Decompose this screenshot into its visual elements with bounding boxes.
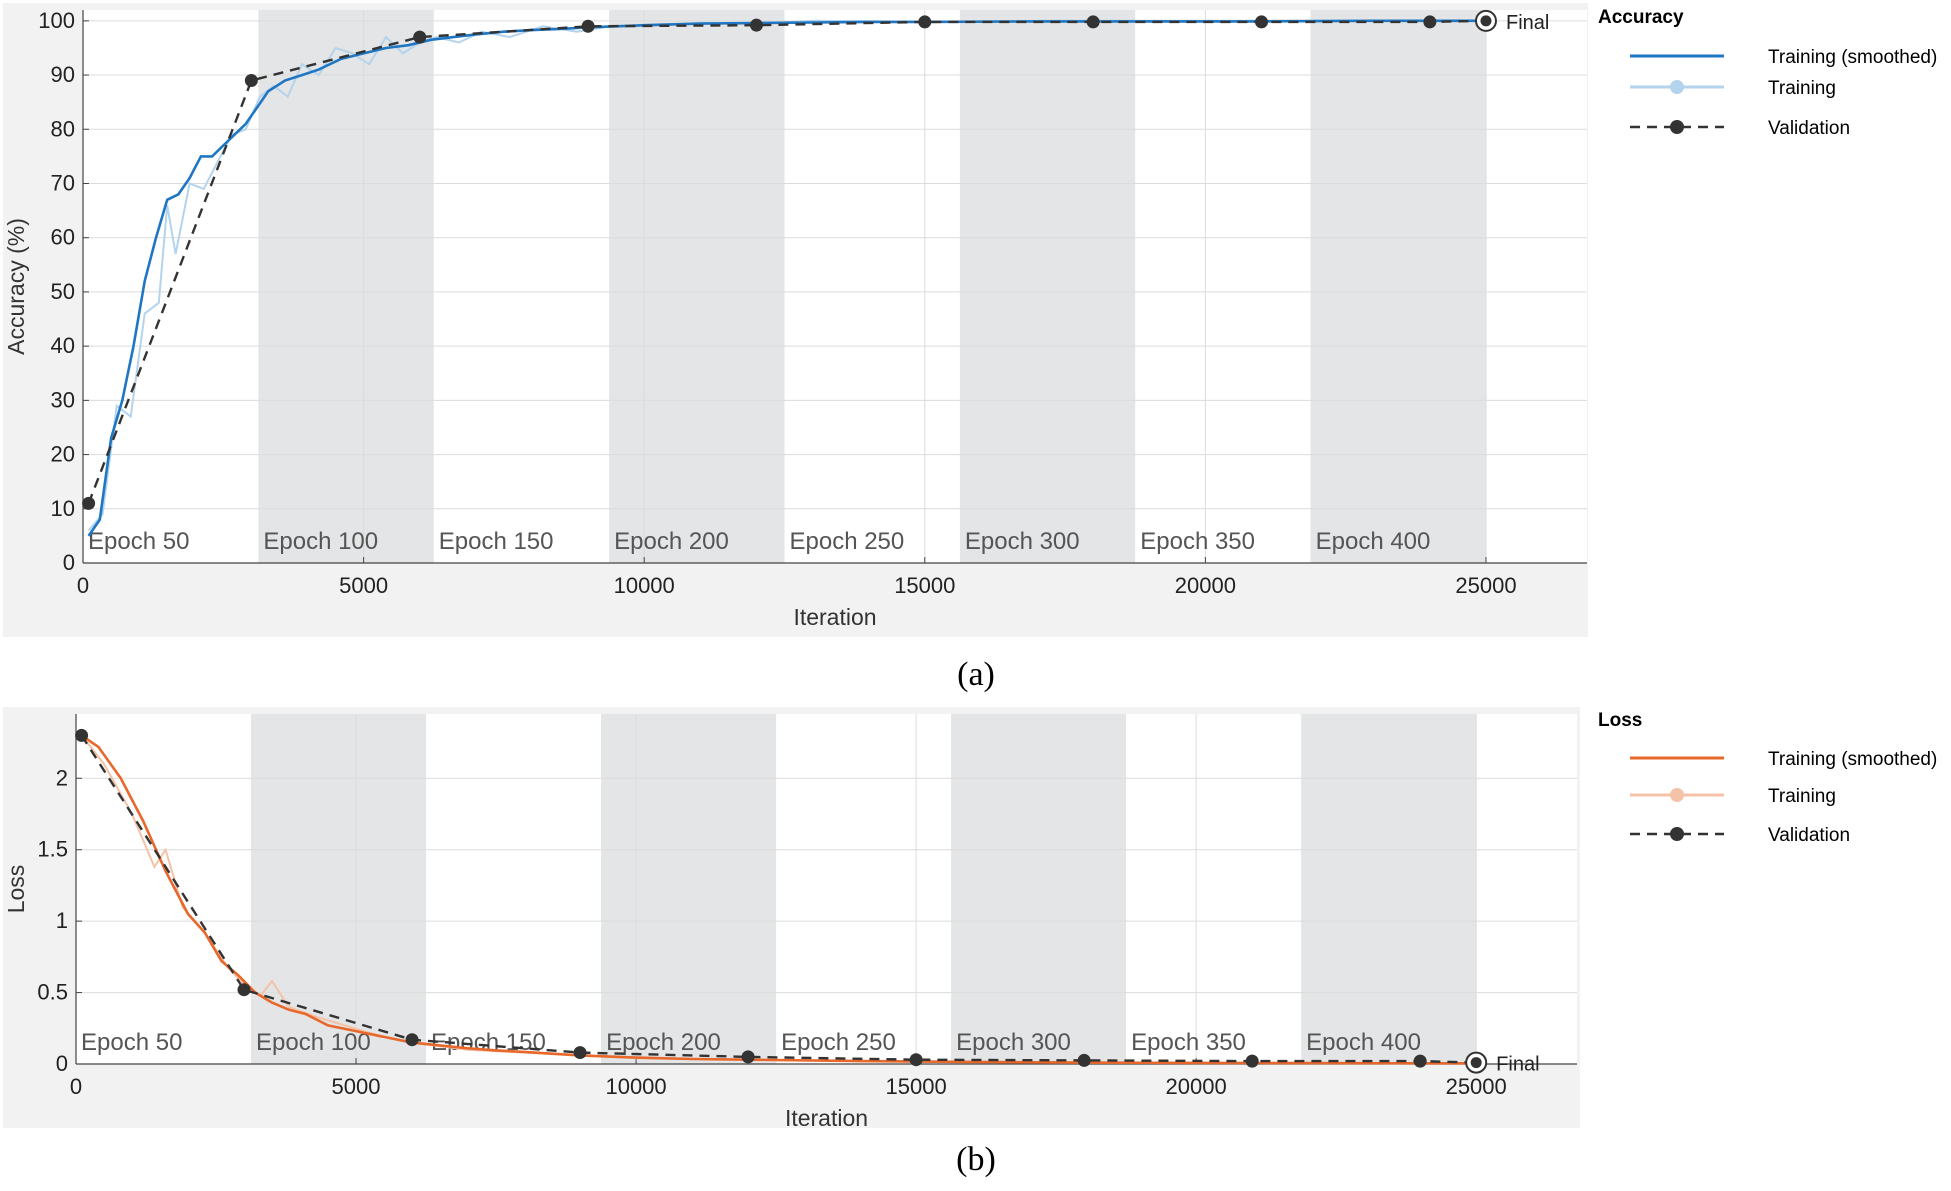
validation-point	[413, 30, 427, 44]
epoch-label: Epoch 200	[614, 528, 729, 555]
y-tick-label: 50	[51, 279, 75, 304]
y-tick-label: 1.5	[37, 837, 68, 862]
epoch-band	[601, 714, 777, 1064]
legend-marker-validation	[1670, 120, 1684, 134]
y-tick-label: 20	[51, 442, 75, 467]
panel-caption: (b)	[956, 1141, 996, 1178]
x-tick-label: 15000	[886, 1074, 947, 1099]
validation-point	[75, 728, 89, 742]
accuracy-chart-panel: 0 10 20 30 40 50 60 70 80 90 100 0 5000 10000 15000 200…	[3, 3, 1937, 693]
epoch-label: Epoch 400	[1306, 1029, 1421, 1056]
legend-marker-training	[1670, 788, 1684, 802]
epoch-label: Epoch 250	[781, 1029, 896, 1056]
legend-label: Validation	[1768, 118, 1850, 139]
series-line-validation	[87, 19, 1487, 504]
x-tick-label: 5000	[332, 1074, 381, 1099]
y-tick-label: 70	[51, 170, 75, 195]
epoch-label: Epoch 300	[965, 528, 1080, 555]
epoch-band	[609, 10, 785, 563]
epoch-label: Epoch 50	[88, 528, 189, 555]
accuracy-chart: 0 10 20 30 40 50 60 70 80 90 100 0 5000 10000 15000 200…	[3, 3, 1937, 693]
epoch-band	[251, 714, 427, 1064]
y-tick-label: 100	[38, 8, 75, 33]
legend-label: Training (smoothed)	[1768, 47, 1937, 68]
y-tick-label: 10	[51, 496, 75, 521]
x-tick-label: 20000	[1166, 1074, 1227, 1099]
x-tick-label: 15000	[894, 573, 955, 598]
y-tick-label: 0	[63, 550, 75, 575]
epoch-label: Epoch 350	[1131, 1029, 1246, 1056]
x-tick-label: 10000	[614, 573, 675, 598]
series-line-training-smoothed	[87, 19, 1486, 537]
validation-point	[1255, 15, 1269, 29]
y-tick-label: 40	[51, 333, 75, 358]
loss-chart: 0 0.5 1 1.5 2 0 5000 10000 15000 20000 25000 Iterat…	[3, 707, 1937, 1178]
epoch-label: Epoch 400	[1316, 528, 1431, 555]
legend-label: Training	[1768, 786, 1836, 807]
legend-label: Validation	[1768, 825, 1850, 846]
x-tick-label: 25000	[1455, 573, 1516, 598]
epoch-label: Epoch 150	[439, 528, 554, 555]
y-tick-label: 60	[51, 225, 75, 250]
validation-point	[1077, 1053, 1091, 1067]
legend-label: Training	[1768, 78, 1836, 99]
y-axis-label: Loss	[3, 865, 29, 914]
epoch-band	[1310, 10, 1486, 563]
x-tick-label: 25000	[1446, 1074, 1507, 1099]
epoch-label: Epoch 100	[263, 528, 378, 555]
validation-point	[1423, 15, 1437, 29]
validation-point	[405, 1033, 419, 1047]
final-marker-dot	[1480, 15, 1492, 27]
y-tick-label: 30	[51, 387, 75, 412]
epoch-label: Epoch 250	[789, 528, 904, 555]
final-label: Final	[1496, 1054, 1539, 1076]
epoch-band	[959, 10, 1136, 563]
x-axis-label: Iteration	[785, 1105, 868, 1131]
epoch-band	[258, 10, 434, 563]
validation-point	[244, 73, 258, 87]
epoch-label: Epoch 300	[956, 1029, 1071, 1056]
y-tick-label: 90	[51, 62, 75, 87]
epoch-band	[1301, 714, 1477, 1064]
validation-point	[1245, 1054, 1259, 1068]
validation-point	[749, 18, 763, 32]
y-axis-label: Accuracy (%)	[3, 218, 29, 355]
validation-point	[1413, 1054, 1427, 1068]
validation-point	[573, 1046, 587, 1060]
legend-marker-training	[1670, 80, 1684, 94]
final-label: Final	[1506, 12, 1549, 34]
x-tick-label: 20000	[1175, 573, 1236, 598]
panel-caption: (a)	[957, 656, 995, 693]
x-axis-label: Iteration	[793, 604, 876, 630]
y-tick-label: 2	[56, 765, 68, 790]
validation-point	[82, 496, 96, 510]
validation-point	[581, 19, 595, 33]
validation-point	[1086, 15, 1100, 29]
loss-chart-panel: 0 0.5 1 1.5 2 0 5000 10000 15000 20000 25000 Iterat…	[0, 700, 1951, 1186]
series-line-training-smoothed	[80, 734, 1477, 1065]
epoch-label: Epoch 200	[606, 1029, 721, 1056]
x-tick-label: 0	[77, 573, 89, 598]
epoch-band	[951, 714, 1127, 1064]
legend-label: Training (smoothed)	[1768, 749, 1937, 770]
y-tick-label: 1	[56, 908, 68, 933]
y-tick-label: 0.5	[37, 980, 68, 1005]
legend-title: Accuracy	[1598, 7, 1684, 28]
x-tick-label: 0	[70, 1074, 82, 1099]
legend-marker-validation	[1670, 827, 1684, 841]
legend-title: Loss	[1598, 710, 1642, 731]
series-line-validation	[80, 734, 1477, 1064]
final-marker-dot	[1470, 1057, 1482, 1069]
validation-point	[918, 15, 932, 29]
x-tick-label: 10000	[605, 1074, 666, 1099]
validation-point	[909, 1053, 923, 1067]
epoch-label: Epoch 50	[81, 1029, 182, 1056]
validation-point	[237, 983, 251, 997]
y-tick-label: 80	[51, 116, 75, 141]
validation-point	[741, 1050, 755, 1064]
x-tick-label: 5000	[339, 573, 388, 598]
y-tick-label: 0	[56, 1051, 68, 1076]
epoch-label: Epoch 100	[256, 1029, 371, 1056]
epoch-label: Epoch 350	[1140, 528, 1255, 555]
